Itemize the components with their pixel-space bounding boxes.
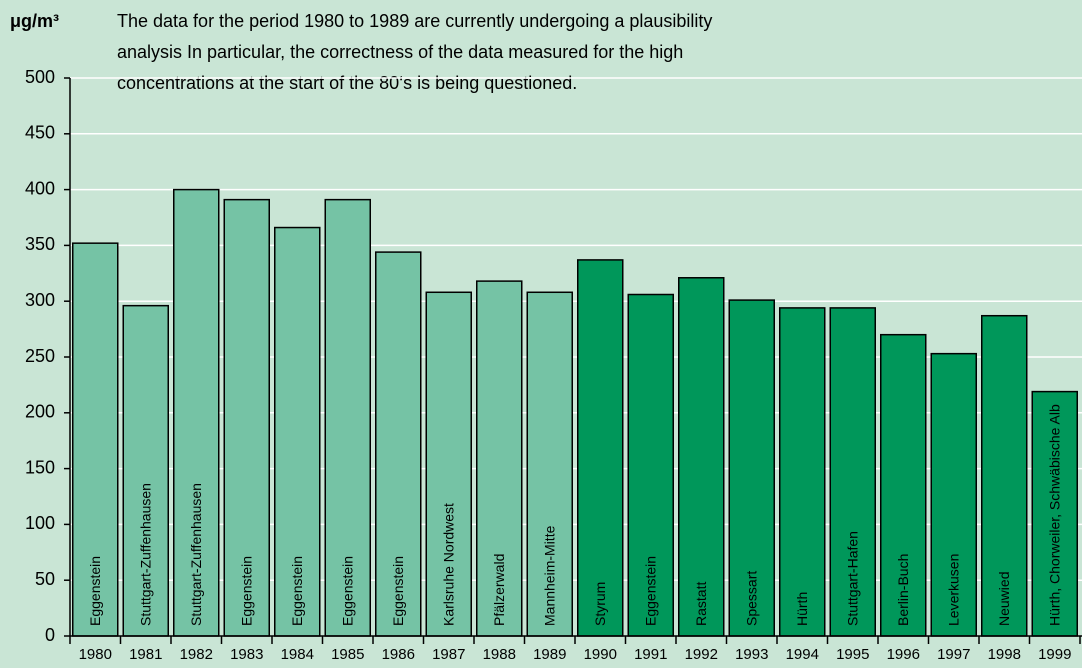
x-tick-label: 1991 [634, 646, 667, 663]
x-tick-label: 1983 [230, 646, 263, 663]
x-tick-label: 1980 [79, 646, 112, 663]
x-tick-label: 1988 [483, 646, 516, 663]
y-axis-label: μg/m³ [10, 11, 59, 31]
station-label: Eggenstein [289, 556, 305, 626]
station-label: Rastatt [693, 582, 709, 626]
station-label: Eggenstein [339, 556, 355, 626]
y-tick-label: 100 [25, 513, 55, 533]
bar [375, 251, 422, 637]
bar [930, 352, 977, 637]
station-label: Eggenstein [642, 556, 658, 626]
station-label: Stuttgart-Zuffenhausen [137, 483, 153, 626]
bar [425, 291, 472, 637]
x-tick-label: 1998 [988, 646, 1021, 663]
station-label: Eggenstein [87, 556, 103, 626]
annotation: analysis In particular, the correctness … [117, 42, 683, 62]
station-label: Stuttgart-Zuffenhausen [188, 483, 204, 626]
station-label: Hürth [794, 592, 810, 626]
bar [627, 293, 674, 637]
station-label: Hürth, Chorweiler, Schwäbische Alb [1046, 404, 1062, 626]
annotation: concentrations at the start of the 80‘s … [117, 73, 577, 93]
x-tick-label: 1990 [584, 646, 617, 663]
y-tick-label: 500 [25, 67, 55, 87]
y-tick-label: 50 [35, 569, 55, 589]
x-tick-label: 1982 [180, 646, 213, 663]
station-label: Leverkusen [945, 554, 961, 626]
x-tick-label: 1984 [281, 646, 314, 663]
bar [728, 299, 775, 637]
annotation: The data for the period 1980 to 1989 are… [117, 11, 712, 31]
bar [526, 291, 573, 637]
x-tick-label: 1987 [432, 646, 465, 663]
bar [880, 333, 927, 637]
y-tick-label: 450 [25, 123, 55, 143]
bar [72, 242, 119, 637]
x-tick-label: 1994 [786, 646, 819, 663]
x-tick-label: 1992 [685, 646, 718, 663]
x-tick-label: 1986 [382, 646, 415, 663]
x-tick-label: 1985 [331, 646, 364, 663]
bar [1031, 390, 1078, 637]
x-tick-label: 1989 [533, 646, 566, 663]
x-tick-label: 1993 [735, 646, 768, 663]
y-tick-label: 250 [25, 346, 55, 366]
bar [476, 280, 523, 637]
bar [829, 307, 876, 637]
y-tick-label: 300 [25, 290, 55, 310]
station-label: Neuwied [996, 572, 1012, 626]
bar [981, 314, 1028, 637]
x-tick-label: 1996 [887, 646, 920, 663]
station-label: Berlin-Buch [895, 554, 911, 626]
bar [779, 307, 826, 637]
bar [577, 259, 624, 637]
station-label: Stuttgart-Hafen [844, 531, 860, 626]
y-tick-label: 0 [45, 625, 55, 645]
y-tick-label: 400 [25, 178, 55, 198]
station-label: Eggenstein [238, 556, 254, 626]
x-tick-label: 1981 [129, 646, 162, 663]
station-label: Spessart [743, 571, 759, 626]
bar [223, 198, 270, 637]
station-label: Eggenstein [390, 556, 406, 626]
y-tick-label: 200 [25, 402, 55, 422]
bar [678, 277, 725, 637]
station-label: Styrum [592, 582, 608, 626]
x-tick-label: 1999 [1038, 646, 1071, 663]
bar [274, 226, 321, 637]
y-tick-label: 350 [25, 234, 55, 254]
station-label: Karlsruhe Nordwest [440, 503, 456, 626]
y-tick-label: 150 [25, 457, 55, 477]
station-label: Mannheim-Mitte [541, 525, 557, 626]
station-label: Pfälzerwald [491, 554, 507, 626]
x-tick-label: 1997 [937, 646, 970, 663]
bar [173, 188, 220, 637]
x-tick-label: 1995 [836, 646, 869, 663]
bar [324, 198, 371, 637]
